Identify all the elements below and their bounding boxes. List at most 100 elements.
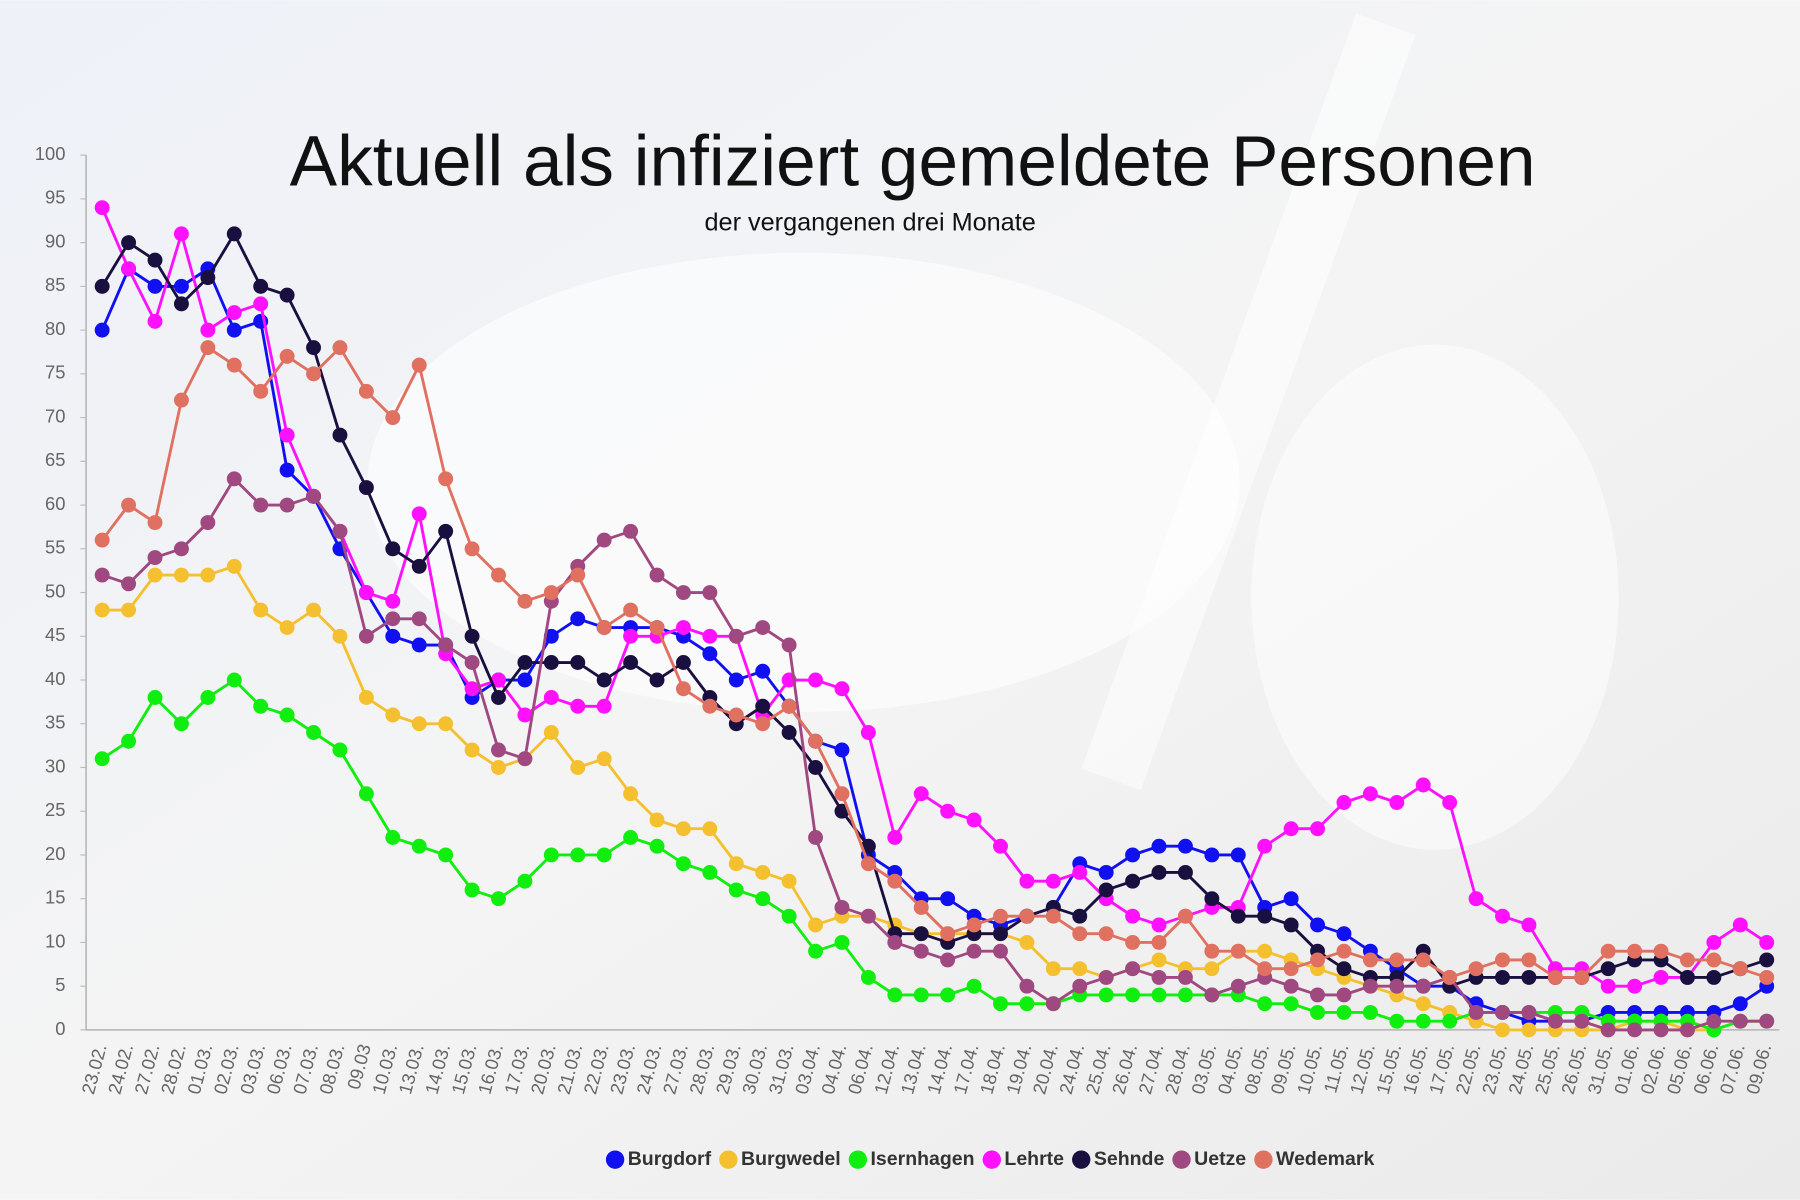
y-tick-label: 75 (45, 362, 65, 383)
data-point (385, 707, 401, 723)
data-point (94, 278, 110, 294)
data-point (1389, 952, 1405, 968)
legend-item: Sehnde (1072, 1148, 1164, 1170)
data-point (491, 567, 506, 583)
data-point (913, 943, 929, 959)
data-point (887, 830, 903, 845)
data-point (860, 908, 876, 924)
data-point (358, 383, 374, 399)
legend-marker (605, 1150, 625, 1169)
data-point (570, 611, 586, 627)
data-point (94, 751, 110, 767)
data-point (411, 506, 427, 522)
data-point (1627, 978, 1643, 994)
data-point (1045, 961, 1061, 977)
data-point (834, 899, 850, 915)
data-point (438, 847, 454, 863)
data-point (200, 340, 216, 356)
data-point (966, 917, 982, 933)
data-point (781, 637, 797, 653)
data-point (808, 917, 824, 933)
data-point (649, 620, 665, 635)
data-point (702, 698, 718, 714)
data-point (1283, 996, 1299, 1012)
data-point (1045, 908, 1061, 924)
data-point (147, 690, 163, 705)
data-point (913, 987, 929, 1003)
y-tick-label: 65 (45, 449, 65, 470)
data-point (491, 891, 506, 907)
data-point (464, 541, 480, 557)
data-point (1336, 987, 1352, 1003)
data-point (517, 751, 533, 767)
data-point (411, 637, 427, 653)
data-point (1600, 943, 1616, 959)
data-point (1310, 821, 1326, 837)
data-point (1442, 795, 1458, 810)
data-point (675, 585, 691, 600)
data-point (1204, 961, 1220, 977)
data-point (1230, 847, 1246, 863)
data-point (226, 672, 242, 688)
data-point (517, 655, 533, 670)
data-point (702, 585, 718, 600)
data-point (1177, 838, 1193, 854)
data-point (1732, 996, 1748, 1012)
data-point (755, 864, 771, 880)
data-point (623, 628, 639, 644)
data-point (1600, 978, 1616, 994)
data-point (173, 392, 189, 408)
data-point (940, 891, 956, 907)
data-point (596, 751, 612, 767)
data-point (253, 383, 269, 399)
data-point (173, 278, 189, 294)
data-point (1045, 996, 1061, 1012)
data-point (1415, 996, 1431, 1012)
data-point (1521, 1022, 1537, 1038)
legend-marker (1254, 1150, 1273, 1169)
data-point (173, 226, 189, 242)
legend-label: Burgdorf (628, 1148, 712, 1170)
data-point (173, 296, 189, 312)
data-point (438, 637, 454, 653)
y-tick-label: 60 (45, 493, 65, 514)
data-point (358, 690, 374, 705)
data-point (279, 287, 295, 303)
background-shape (1251, 344, 1619, 850)
data-point (358, 585, 374, 600)
data-point (253, 698, 269, 714)
data-point (1362, 786, 1378, 802)
data-point (913, 926, 929, 942)
data-point (306, 366, 322, 382)
data-point (675, 655, 691, 670)
data-point (147, 567, 163, 583)
data-point (1732, 961, 1748, 977)
data-point (358, 786, 374, 802)
data-point (702, 864, 718, 880)
data-point (1257, 996, 1273, 1012)
y-tick-label: 85 (45, 274, 65, 295)
data-point (543, 847, 559, 863)
data-point (1706, 952, 1722, 968)
data-point (464, 655, 480, 670)
data-point (1045, 873, 1061, 889)
data-point (491, 742, 506, 758)
data-point (411, 716, 427, 732)
data-point (570, 760, 586, 775)
data-point (332, 523, 348, 539)
data-point (1679, 952, 1695, 968)
data-point (570, 567, 586, 583)
data-point (121, 235, 137, 251)
y-tick-label: 5 (55, 974, 65, 995)
data-point (438, 523, 454, 539)
data-point (491, 760, 506, 775)
data-point (1336, 943, 1352, 959)
data-point (623, 830, 639, 845)
data-point (596, 698, 612, 714)
data-point (1098, 864, 1114, 880)
data-point (1098, 969, 1114, 985)
data-point (649, 812, 665, 828)
data-point (1706, 1013, 1722, 1029)
data-point (1495, 952, 1510, 968)
